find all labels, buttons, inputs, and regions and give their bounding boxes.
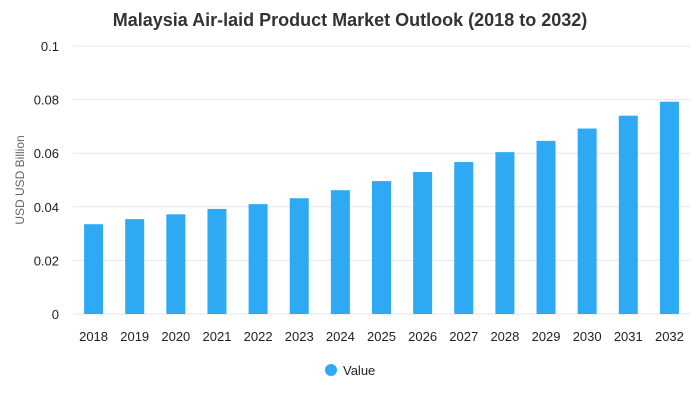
y-tick-label: 0.04	[34, 200, 59, 215]
bar[interactable]	[577, 128, 597, 314]
bar[interactable]	[289, 198, 309, 314]
x-tick-label: 2029	[532, 329, 561, 344]
bar[interactable]	[207, 208, 227, 314]
x-axis-ticks: 2018 2019 2020 2021 2022 2023 2024 2025 2026 2027…	[79, 329, 684, 344]
y-tick-label: 0	[52, 307, 59, 322]
bar[interactable]	[659, 101, 679, 314]
x-tick-label: 2031	[614, 329, 643, 344]
bar[interactable]	[454, 162, 474, 314]
x-tick-label: 2021	[203, 329, 232, 344]
legend-swatch-value[interactable]	[325, 364, 337, 376]
y-tick-label: 0.06	[34, 146, 59, 161]
y-tick-label: 0.02	[34, 253, 59, 268]
x-tick-label: 2028	[490, 329, 519, 344]
bars	[84, 101, 679, 315]
y-tick-label: 0.08	[34, 93, 59, 108]
bar[interactable]	[84, 224, 104, 314]
legend-label-value[interactable]: Value	[343, 363, 375, 378]
y-axis-title: USD USD Billion	[13, 135, 27, 224]
x-tick-label: 2030	[573, 329, 602, 344]
bar[interactable]	[413, 171, 433, 314]
x-tick-label: 2022	[244, 329, 273, 344]
chart-title: Malaysia Air-laid Product Market Outlook…	[113, 10, 587, 30]
x-tick-label: 2023	[285, 329, 314, 344]
x-tick-label: 2027	[449, 329, 478, 344]
legend[interactable]: Value	[325, 363, 375, 378]
y-axis-ticks: 0 0.02 0.04 0.06 0.08 0.1	[34, 39, 59, 322]
x-tick-label: 2026	[408, 329, 437, 344]
bar[interactable]	[536, 140, 556, 314]
bar[interactable]	[166, 214, 186, 314]
bar[interactable]	[372, 181, 391, 314]
bar[interactable]	[495, 152, 515, 314]
bar[interactable]	[618, 115, 638, 315]
x-tick-label: 2024	[326, 329, 355, 344]
y-tick-label: 0.1	[41, 39, 59, 54]
x-tick-label: 2025	[367, 329, 396, 344]
bar[interactable]	[330, 190, 350, 314]
x-tick-label: 2032	[655, 329, 684, 344]
x-tick-label: 2018	[79, 329, 108, 344]
bar[interactable]	[125, 219, 145, 314]
x-tick-label: 2020	[161, 329, 190, 344]
bar[interactable]	[248, 204, 268, 314]
x-tick-label: 2019	[120, 329, 149, 344]
